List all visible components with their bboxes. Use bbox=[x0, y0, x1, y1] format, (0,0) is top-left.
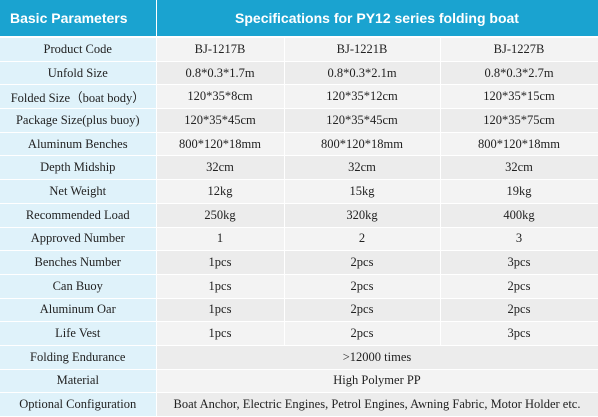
cell-value: 12kg bbox=[156, 179, 285, 204]
cell-value: 120*35*75cm bbox=[440, 108, 598, 133]
cell-value: 800*120*18mm bbox=[440, 132, 598, 157]
table-row: Optional Configuration Boat Anchor, Elec… bbox=[0, 392, 598, 417]
row-label: Folded Size（boat body） bbox=[0, 84, 157, 110]
header-row: Basic Parameters Specifications for PY12… bbox=[0, 0, 598, 38]
cell-value: 120*35*45cm bbox=[156, 108, 285, 133]
cell-value: 0.8*0.3*2.1m bbox=[284, 61, 441, 86]
row-label: Depth Midship bbox=[0, 155, 157, 181]
cell-value: >12000 times bbox=[156, 345, 598, 370]
cell-value: 2pcs bbox=[440, 298, 598, 323]
table-row: Package Size(plus buoy) 120*35*45cm 120*… bbox=[0, 108, 598, 133]
row-label: Material bbox=[0, 369, 157, 394]
cell-value: 250kg bbox=[156, 203, 285, 228]
cell-value: 3 bbox=[440, 227, 598, 252]
cell-value: 120*35*45cm bbox=[284, 108, 441, 133]
cell-value: High Polymer PP bbox=[156, 369, 598, 394]
cell-value: 3pcs bbox=[440, 250, 598, 275]
cell-value: 0.8*0.3*1.7m bbox=[156, 61, 285, 86]
row-label: Product Code bbox=[0, 37, 157, 62]
row-label: Package Size(plus buoy) bbox=[0, 108, 157, 133]
cell-value: 2pcs bbox=[284, 250, 441, 275]
cell-value: 3pcs bbox=[440, 321, 598, 346]
table-row: Aluminum Oar 1pcs 2pcs 2pcs bbox=[0, 298, 598, 323]
cell-value: BJ-1221B bbox=[284, 37, 441, 62]
table-row: Material High Polymer PP bbox=[0, 369, 598, 394]
cell-value: 15kg bbox=[284, 179, 441, 204]
table-row: Product Code BJ-1217B BJ-1221B BJ-1227B bbox=[0, 37, 598, 62]
row-label: Folding Endurance bbox=[0, 345, 157, 370]
row-label: Net Weight bbox=[0, 179, 157, 204]
cell-value: 19kg bbox=[440, 179, 598, 204]
cell-value: BJ-1227B bbox=[440, 37, 598, 62]
table-row: Life Vest 1pcs 2pcs 3pcs bbox=[0, 321, 598, 346]
row-label: Aluminum Oar bbox=[0, 298, 157, 323]
cell-value: 120*35*12cm bbox=[284, 84, 441, 110]
table-row: Net Weight 12kg 15kg 19kg bbox=[0, 179, 598, 204]
row-label: Optional Configuration bbox=[0, 392, 157, 417]
cell-value: 1pcs bbox=[156, 321, 285, 346]
cell-value: 1pcs bbox=[156, 298, 285, 323]
cell-value: 1 bbox=[156, 227, 285, 252]
basic-parameters-header: Basic Parameters bbox=[0, 0, 157, 38]
row-label: Can Buoy bbox=[0, 274, 157, 299]
row-label: Benches Number bbox=[0, 250, 157, 275]
row-label: Life Vest bbox=[0, 321, 157, 346]
cell-value: 32cm bbox=[440, 155, 598, 181]
specifications-header: Specifications for PY12 series folding b… bbox=[156, 0, 598, 38]
row-label: Unfold Size bbox=[0, 61, 157, 86]
cell-value: 2pcs bbox=[284, 298, 441, 323]
table-row: Depth Midship 32cm 32cm 32cm bbox=[0, 155, 598, 181]
table-row: Aluminum Benches 800*120*18mm 800*120*18… bbox=[0, 132, 598, 157]
cell-value: 2pcs bbox=[284, 321, 441, 346]
table-row: Recommended Load 250kg 320kg 400kg bbox=[0, 203, 598, 228]
cell-value: 0.8*0.3*2.7m bbox=[440, 61, 598, 86]
row-label: Recommended Load bbox=[0, 203, 157, 228]
row-label: Approved Number bbox=[0, 227, 157, 252]
cell-value: 1pcs bbox=[156, 274, 285, 299]
table-row: Folded Size（boat body） 120*35*8cm 120*35… bbox=[0, 84, 598, 110]
table-row: Unfold Size 0.8*0.3*1.7m 0.8*0.3*2.1m 0.… bbox=[0, 61, 598, 86]
cell-value: 120*35*15cm bbox=[440, 84, 598, 110]
table-row: Folding Endurance >12000 times bbox=[0, 345, 598, 370]
cell-value: 1pcs bbox=[156, 250, 285, 275]
table-row: Benches Number 1pcs 2pcs 3pcs bbox=[0, 250, 598, 275]
cell-value: 32cm bbox=[156, 155, 285, 181]
cell-value: BJ-1217B bbox=[156, 37, 285, 62]
cell-value: 400kg bbox=[440, 203, 598, 228]
table-row: Approved Number 1 2 3 bbox=[0, 227, 598, 252]
cell-value: 800*120*18mm bbox=[284, 132, 441, 157]
cell-value: 800*120*18mm bbox=[156, 132, 285, 157]
row-label: Aluminum Benches bbox=[0, 132, 157, 157]
cell-value: 2 bbox=[284, 227, 441, 252]
cell-value: 2pcs bbox=[284, 274, 441, 299]
cell-value: Boat Anchor, Electric Engines, Petrol En… bbox=[156, 392, 598, 417]
cell-value: 32cm bbox=[284, 155, 441, 181]
cell-value: 120*35*8cm bbox=[156, 84, 285, 110]
cell-value: 320kg bbox=[284, 203, 441, 228]
cell-value: 2pcs bbox=[440, 274, 598, 299]
table-row: Can Buoy 1pcs 2pcs 2pcs bbox=[0, 274, 598, 299]
